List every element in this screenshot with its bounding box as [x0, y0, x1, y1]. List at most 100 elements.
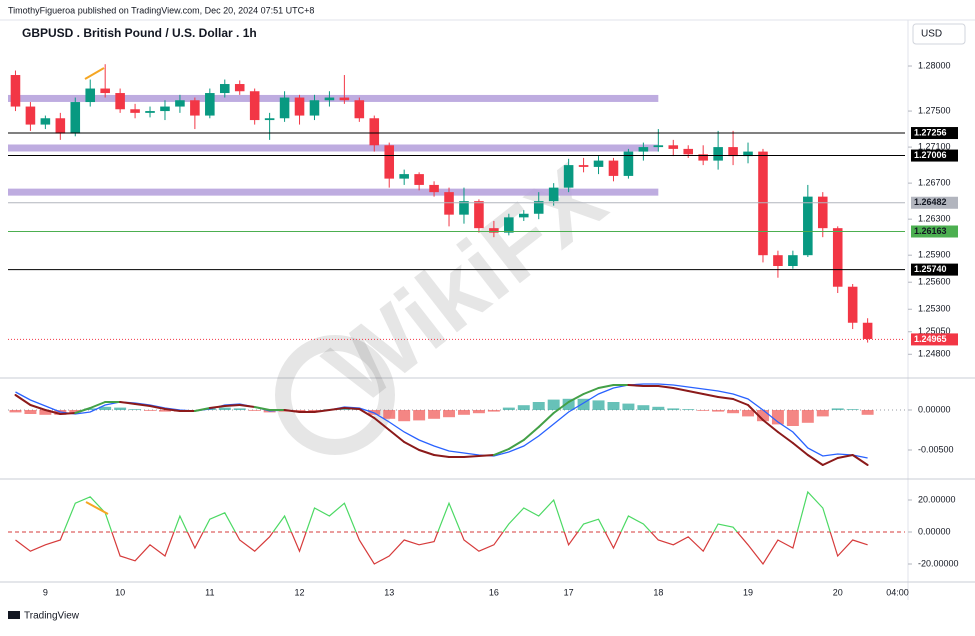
signal-line-segment: [403, 441, 421, 451]
histogram-bar: [457, 410, 470, 415]
signal-line-segment: [627, 384, 645, 387]
price-level-label: 1.27256: [914, 127, 947, 137]
histogram-bar: [487, 410, 500, 412]
candle-body: [40, 118, 51, 125]
candle-body: [294, 97, 305, 116]
histogram-bar: [114, 407, 127, 410]
signal-line-segment: [761, 419, 779, 433]
candle-body: [339, 97, 350, 101]
signal-line-segment: [477, 454, 495, 457]
signal-line-segment: [163, 408, 181, 412]
histogram-bar: [831, 408, 844, 410]
signal-line-segment: [238, 404, 256, 408]
histogram-bar: [816, 410, 829, 417]
y-tick-label: 1.28000: [918, 60, 951, 70]
signal-line-segment: [358, 408, 376, 419]
candle-body: [563, 165, 574, 188]
signal-line-segment: [44, 409, 62, 415]
signal-line-segment: [208, 405, 226, 409]
price-level-label: 1.25740: [914, 264, 947, 274]
currency-box[interactable]: [912, 23, 966, 45]
y-tick-label: 1.25900: [918, 250, 951, 260]
signal-line-segment: [702, 393, 720, 398]
oscillator-line-down: [15, 532, 868, 566]
signal-line-segment: [851, 454, 869, 466]
candle-body: [324, 97, 335, 101]
signal-line-segment: [283, 409, 301, 413]
histogram-bar: [84, 408, 97, 410]
histogram-bar: [697, 410, 710, 411]
x-tick-label: 16: [489, 587, 499, 597]
candle-body: [459, 201, 469, 215]
histogram-bar: [338, 408, 351, 410]
signal-line-segment: [119, 401, 137, 405]
candle-body: [533, 201, 544, 214]
x-tick-label: 04:00: [886, 587, 909, 597]
y-tick-label: 1.25300: [918, 304, 951, 314]
candle-body: [354, 100, 365, 119]
y-tick-label: 1.25600: [918, 277, 951, 287]
candle-body: [279, 97, 290, 119]
histogram-bar: [667, 408, 680, 410]
candle-body: [100, 88, 110, 94]
histogram-bar: [233, 408, 246, 410]
candle-body: [728, 147, 738, 157]
histogram-bar: [727, 410, 740, 414]
x-tick-label: 19: [743, 587, 753, 597]
signal-line-segment: [582, 387, 600, 395]
y-tick-label: 1.24800: [918, 349, 951, 359]
candle-body: [25, 106, 36, 125]
y-tick-label: 1.27100: [918, 141, 951, 151]
histogram-bar: [607, 402, 620, 410]
signal-line-segment: [836, 454, 854, 459]
price-level-tag: [911, 333, 958, 346]
signal-line-segment: [657, 385, 675, 389]
signal-line-segment: [776, 431, 794, 444]
candle-body: [205, 93, 215, 116]
signal-line-segment: [462, 455, 480, 458]
histogram-bar: [846, 409, 859, 410]
signal-line-segment: [328, 407, 346, 411]
signal-line-segment: [522, 426, 540, 441]
candle-body: [653, 145, 664, 148]
candle-body: [175, 100, 185, 107]
x-tick-label: 11: [205, 587, 214, 597]
histogram-bar: [308, 410, 321, 412]
signal-line-segment: [492, 448, 510, 456]
signal-line-segment: [74, 407, 92, 414]
candle-body: [234, 84, 245, 92]
histogram-bar: [547, 399, 560, 410]
y-tick-label: 1.27500: [918, 105, 951, 115]
price-level-label: 1.26163: [914, 226, 947, 236]
histogram-bar: [756, 410, 769, 422]
histogram-bar: [248, 410, 261, 411]
signal-line-segment: [552, 401, 570, 414]
signal-line-segment: [149, 405, 166, 410]
signal-line-segment: [597, 384, 615, 389]
candle-body: [130, 109, 140, 113]
candle-body: [249, 91, 260, 121]
candle-body: [862, 322, 873, 339]
candle-body: [264, 118, 275, 121]
histogram-bar: [69, 410, 82, 413]
price-level-tag: [911, 225, 958, 238]
signal-line-segment: [433, 454, 451, 458]
signal-line-segment: [29, 404, 47, 411]
y-tick-label: -0.00500: [918, 444, 954, 454]
candle-body: [743, 151, 753, 157]
histogram-bar: [158, 410, 171, 412]
histogram-bar: [637, 405, 650, 410]
footer-logo: [8, 611, 20, 619]
price-level-tag: [911, 149, 958, 162]
candle-body: [70, 102, 81, 134]
signal-line-segment: [89, 401, 107, 409]
histogram-bar: [517, 405, 530, 410]
candle-body: [504, 217, 514, 233]
candle-body: [399, 174, 409, 179]
candle-body: [145, 111, 155, 113]
histogram-bar: [129, 409, 142, 410]
y-tick-label: 1.26300: [918, 214, 951, 224]
x-tick-label: 17: [564, 587, 574, 597]
candle-body: [190, 100, 200, 116]
histogram-bar: [218, 407, 231, 410]
